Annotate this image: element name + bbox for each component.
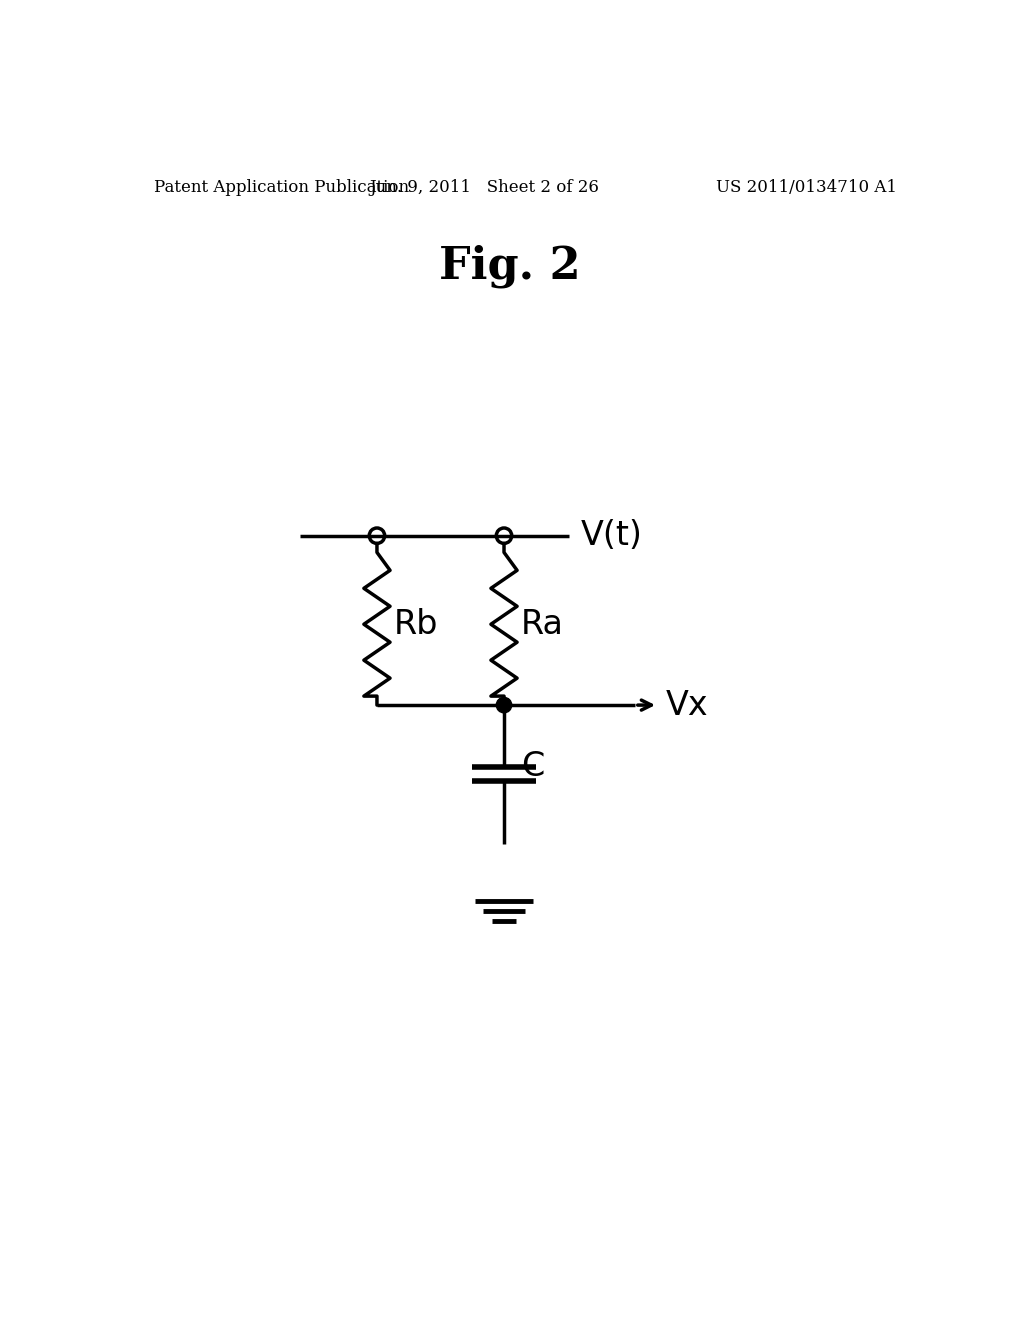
Text: Vx: Vx (666, 689, 709, 722)
Text: US 2011/0134710 A1: US 2011/0134710 A1 (716, 180, 897, 197)
Circle shape (497, 697, 512, 713)
Text: Fig. 2: Fig. 2 (438, 244, 581, 288)
Text: Ra: Ra (521, 607, 564, 640)
Text: Jun. 9, 2011   Sheet 2 of 26: Jun. 9, 2011 Sheet 2 of 26 (370, 180, 600, 197)
Text: C: C (521, 750, 544, 783)
Text: V(t): V(t) (581, 519, 643, 552)
Text: Rb: Rb (394, 607, 438, 640)
Text: Patent Application Publication: Patent Application Publication (154, 180, 409, 197)
